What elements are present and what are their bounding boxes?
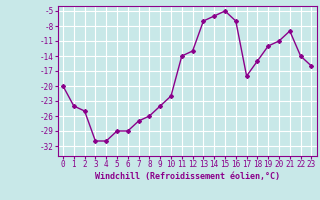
X-axis label: Windchill (Refroidissement éolien,°C): Windchill (Refroidissement éolien,°C) — [95, 172, 280, 181]
